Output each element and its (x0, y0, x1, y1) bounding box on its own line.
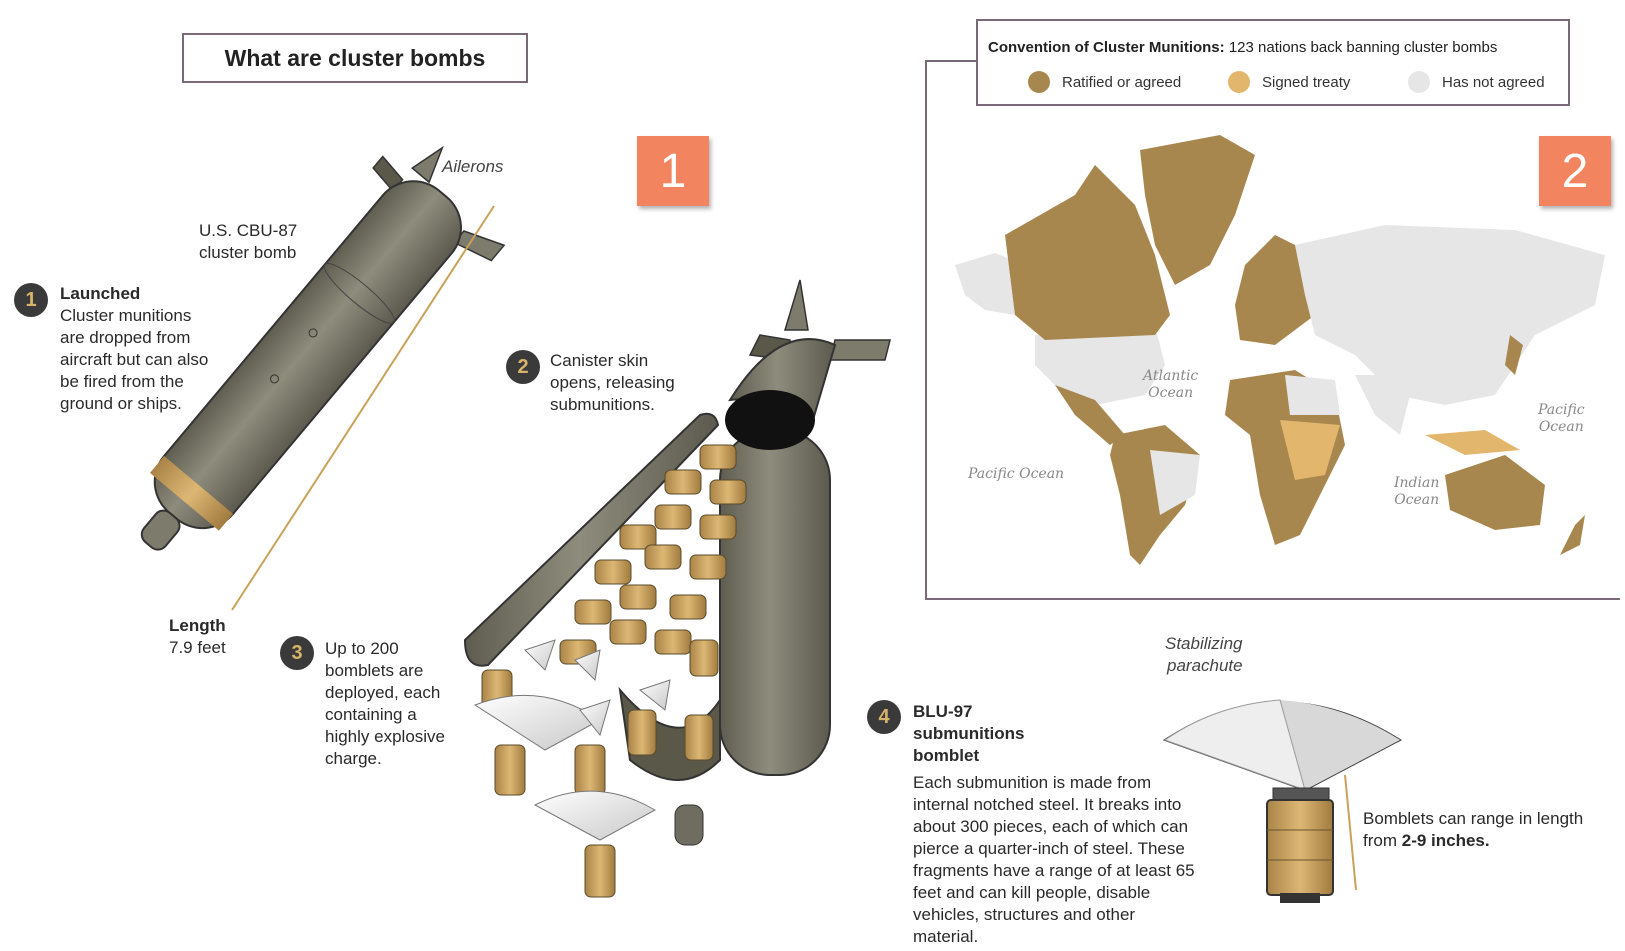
step-2-text: Canister skin opens, releasing submuniti… (550, 350, 675, 416)
legend-title-rest: 123 nations back banning cluster bombs (1224, 39, 1498, 56)
map-region-australia (1445, 455, 1545, 530)
step-4-title: BLU-97 submunitions bomblet (913, 701, 1024, 767)
step-3-line: Up to 200 (325, 639, 399, 658)
step-1-line: ground or ships. (60, 394, 182, 413)
bomblets (481, 444, 747, 898)
map-region-north-africa (1285, 375, 1340, 415)
not-agreed-swatch (1408, 71, 1430, 93)
step-4-line: vehicles, structures and other (913, 905, 1136, 924)
legend-item-ratified: Ratified or agreed (1028, 71, 1181, 93)
ocean-label-line: Pacific Ocean (968, 466, 1065, 482)
map-region-greenland (1140, 135, 1255, 285)
step-1-line: aircraft but can also (60, 350, 209, 369)
step-4-title-line: BLU-97 (913, 702, 973, 721)
step-2-line: submunitions. (550, 395, 655, 414)
bomblet-size-range: 2-9 inches. (1401, 831, 1490, 850)
step-3-line: bomblets are (325, 661, 424, 680)
step-4-line: Each submunition is made from (913, 773, 1152, 792)
step-4-line: about 300 pieces, each of which can (913, 817, 1189, 836)
bomblet-size-text2: from 2-9 inches. (1363, 830, 1490, 852)
ocean-label-atlantic: Atlantic Ocean (1143, 368, 1198, 402)
section-badge-2: 2 (1539, 136, 1611, 206)
bomblet-detail-illustration (1162, 699, 1403, 903)
map-region-canada (1005, 165, 1170, 340)
step-1-line: be fired from the (60, 372, 184, 391)
bomb-name-line1: U.S. CBU-87 (199, 221, 298, 240)
step-1-title: Launched (60, 284, 141, 303)
intact-bomb (140, 145, 506, 551)
ocean-label-pacific-left: Pacific Ocean (968, 466, 1064, 483)
step-4-line: internal notched steel. It breaks into (913, 795, 1182, 814)
step-2-number: 2 (506, 350, 540, 384)
step-3-line: containing a (325, 705, 417, 724)
map-region-europe (1235, 235, 1315, 345)
step-2-line: opens, releasing (550, 373, 675, 392)
length-value: 7.9 feet (169, 638, 226, 657)
map-legend: Convention of Cluster Munitions: 123 nat… (976, 19, 1570, 106)
legend-item-not-agreed: Has not agreed (1408, 71, 1545, 93)
map-region-japan (1505, 335, 1523, 375)
step-3-line: highly explosive (325, 727, 446, 746)
legend-label: Signed treaty (1262, 73, 1351, 91)
parachute-label-line2: parachute (1167, 656, 1243, 675)
ocean-label-line: Pacific (1538, 402, 1585, 418)
legend-label: Has not agreed (1442, 73, 1545, 91)
ocean-label-pacific-right: Pacific Ocean (1538, 402, 1585, 436)
step-1-text: Launched Cluster munitions are dropped f… (60, 283, 208, 415)
legend-title: Convention of Cluster Munitions: 123 nat… (988, 39, 1497, 56)
step-2-line: Canister skin (550, 351, 649, 370)
map-region-asia (1295, 225, 1605, 405)
world-map (955, 135, 1605, 565)
step-4-line: fragments have a range of at least 65 (913, 861, 1195, 880)
step-3-number: 3 (280, 636, 314, 670)
parachute-label-line1: Stabilizing (1165, 634, 1243, 653)
step-3-line: charge. (325, 749, 382, 768)
step-3-line: deployed, each (325, 683, 441, 702)
ratified-swatch (1028, 71, 1050, 93)
ocean-label-line: Ocean (1394, 492, 1440, 508)
ocean-label-line: Ocean (1538, 419, 1584, 435)
ocean-label-line: Atlantic (1143, 368, 1199, 384)
ocean-label-line: Indian (1394, 475, 1440, 491)
section-badge-1: 1 (637, 136, 709, 206)
bomb-name-line2: cluster bomb (199, 243, 297, 262)
signed-swatch (1228, 71, 1250, 93)
ocean-label-line: Ocean (1148, 385, 1194, 401)
map-region-india (1355, 375, 1415, 435)
bomblet-size-text: Bomblets can range in length (1363, 809, 1584, 828)
map-region-brazil (1150, 450, 1200, 515)
map-region-indonesia (1425, 430, 1520, 455)
bomblet-size-prefix: from (1363, 831, 1402, 850)
map-region-africa-signed (1280, 420, 1340, 480)
ailerons-label: Ailerons (442, 157, 504, 176)
legend-item-signed: Signed treaty (1228, 71, 1350, 93)
length-indicator-line (231, 205, 495, 611)
ocean-label-indian: Indian Ocean (1394, 475, 1439, 509)
step-4-title-line: bomblet (913, 746, 980, 765)
legend-title-bold: Convention of Cluster Munitions: (988, 39, 1225, 56)
step-4-text: Each submunition is made from internal n… (913, 772, 1195, 948)
page-title: What are cluster bombs (182, 33, 528, 83)
map-region-mexico (1055, 385, 1125, 445)
map-frame (925, 60, 1620, 600)
map-region-usa (1035, 325, 1165, 405)
parachutes (473, 639, 671, 841)
step-1-number: 1 (14, 283, 48, 317)
step-4-number: 4 (867, 700, 901, 734)
step-4-line: feet and can kill people, disable (913, 883, 1151, 902)
step-1-line: are dropped from (60, 328, 191, 347)
step-4-title-line: submunitions (913, 724, 1025, 743)
step-4-line: pierce a quarter-inch of steel. These (913, 839, 1185, 858)
step-3-text: Up to 200 bomblets are deployed, each co… (325, 638, 445, 770)
step-1-line: Cluster munitions (60, 306, 192, 325)
cluster-bomb-illustration (140, 145, 891, 898)
step-4-line: material. (913, 927, 979, 946)
length-label: Length (169, 616, 226, 635)
legend-label: Ratified or agreed (1062, 73, 1182, 91)
map-region-new-zealand (1560, 515, 1585, 555)
